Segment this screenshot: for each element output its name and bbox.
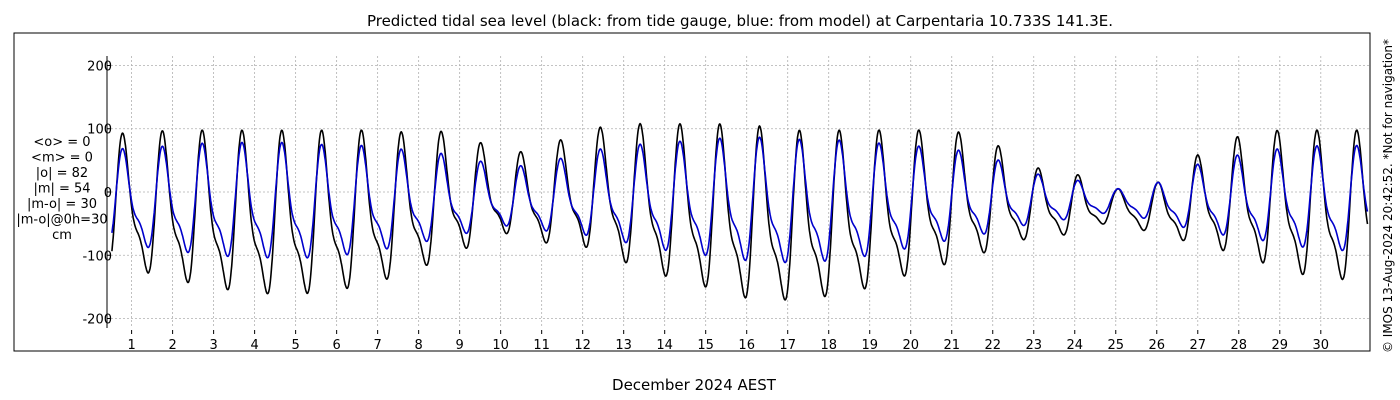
x-tick-label: 4: [250, 338, 258, 353]
x-tick-label: 19: [861, 338, 878, 353]
x-tick-label: 21: [943, 338, 960, 353]
x-tick-label: 18: [820, 338, 837, 353]
y-tick-label: -100: [82, 249, 112, 264]
x-tick-label: 22: [984, 338, 1001, 353]
x-ticks: 1 2 3 4 5 6 7 8 9 10 11 12 13 14 15 16 17 18 19 20 21 22 23 24 2…: [127, 330, 1329, 353]
x-tick-label: 29: [1272, 338, 1289, 353]
y-tick-label: 100: [87, 123, 112, 138]
x-tick-label: 24: [1066, 338, 1083, 353]
x-tick-label: 23: [1025, 338, 1042, 353]
stats-panel: <o> = 0<m> = 0|o| = 82|m| = 54|m-o| = 30…: [16, 135, 107, 243]
x-tick-label: 3: [209, 338, 217, 353]
stat-line: <o> = 0: [33, 135, 90, 150]
y-tick-label: 200: [87, 59, 112, 74]
x-tick-label: 6: [332, 338, 340, 353]
x-tick-label: 16: [738, 338, 755, 353]
x-tick-label: 8: [415, 338, 423, 353]
x-tick-label: 20: [902, 338, 919, 353]
stat-line: |m| = 54: [33, 182, 90, 197]
x-tick-label: 30: [1313, 338, 1330, 353]
series-line-tide-gauge: [111, 122, 1369, 301]
stat-line: cm: [52, 228, 72, 243]
y-tick-label: -200: [82, 313, 112, 328]
x-axis-label: December 2024 AEST: [612, 376, 777, 394]
x-tick-label: 10: [492, 338, 509, 353]
x-tick-label: 13: [615, 338, 632, 353]
series-line-model: [111, 136, 1369, 264]
stat-line: |m-o|@0h=30: [16, 213, 107, 228]
x-tick-label: 27: [1189, 338, 1206, 353]
x-tick-label: 1: [127, 338, 135, 353]
stat-line: <m> = 0: [31, 151, 93, 166]
stat-line: |m-o| = 30: [27, 197, 97, 212]
x-tick-label: 15: [697, 338, 714, 353]
x-tick-label: 9: [456, 338, 464, 353]
x-tick-label: 11: [533, 338, 550, 353]
stat-line: |o| = 82: [36, 166, 88, 181]
x-tick-label: 12: [574, 338, 591, 353]
x-tick-label: 2: [168, 338, 176, 353]
chart-title: Predicted tidal sea level (black: from t…: [367, 12, 1113, 30]
x-tick-label: 28: [1231, 338, 1248, 353]
outer-frame: [13, 32, 1371, 352]
x-tick-label: 7: [374, 338, 382, 353]
x-tick-label: 14: [656, 338, 673, 353]
x-tick-label: 26: [1148, 338, 1165, 353]
x-tick-label: 5: [291, 338, 299, 353]
x-tick-label: 25: [1107, 338, 1124, 353]
y-ticks: -200 -100 0 100 200: [82, 59, 112, 327]
x-tick-label: 17: [779, 338, 796, 353]
y-tick-label: 0: [104, 186, 112, 201]
grid: [107, 56, 1370, 328]
credit-text: © IMOS 13-Aug-2024 20:42:52. *Not for na…: [1381, 39, 1395, 353]
